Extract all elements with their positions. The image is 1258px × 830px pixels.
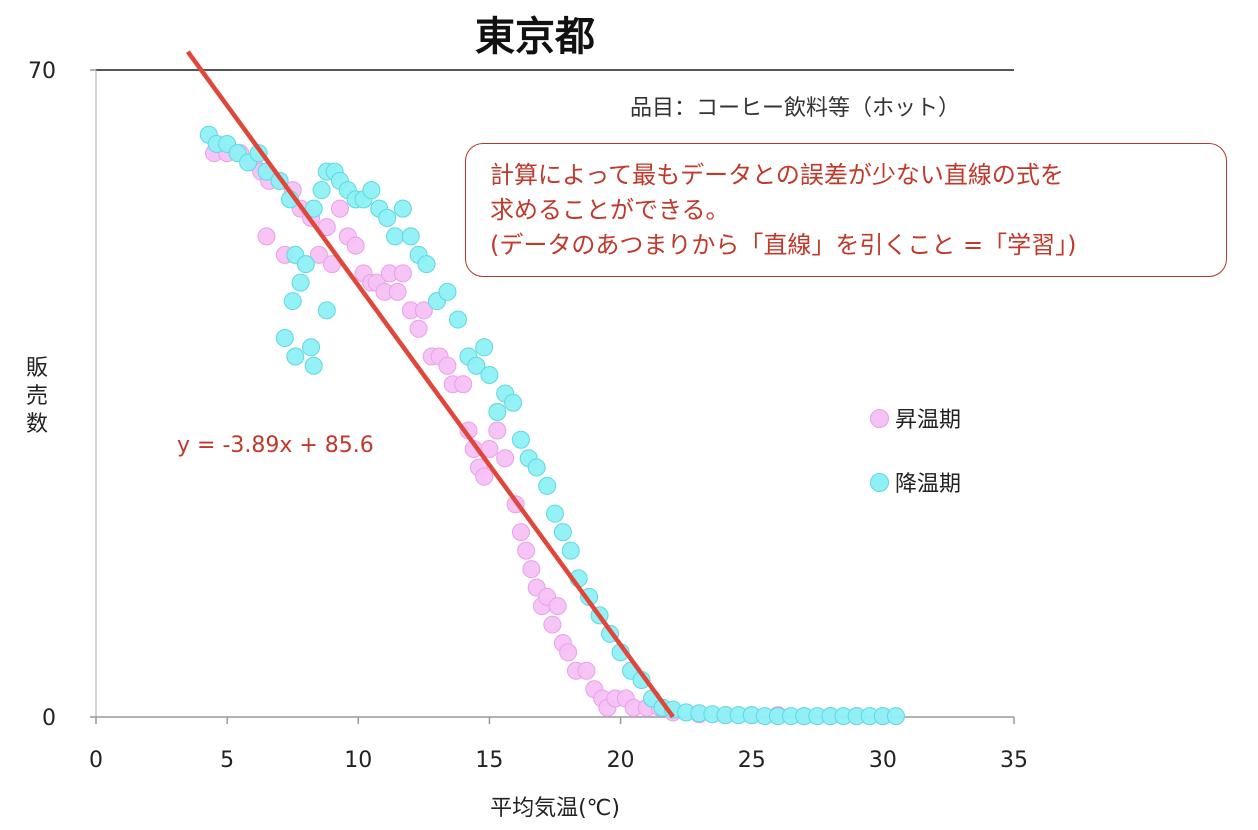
data-point-rising [393, 264, 412, 283]
data-point-falling [317, 301, 336, 320]
data-point-falling [480, 366, 499, 385]
data-point-falling [312, 181, 331, 200]
data-point-rising [511, 523, 530, 542]
regression-equation: y = -3.89x + 85.6 [177, 433, 374, 458]
annotation-line-3: (データのあつまりから「直線」を引くこと =「学習」) [490, 231, 1077, 259]
data-point-falling [304, 356, 323, 375]
data-point-rising [496, 449, 515, 468]
data-point-falling [283, 292, 302, 311]
annotation-line-2: 求めることができる。 [490, 196, 730, 224]
legend-marker-falling [870, 472, 889, 492]
data-point-falling [438, 282, 457, 301]
y-tick-label: 70 [28, 59, 56, 84]
data-point-falling [302, 338, 321, 357]
x-tick-label: 10 [344, 748, 372, 773]
data-point-rising [454, 375, 473, 394]
data-point-rising [346, 236, 365, 255]
data-point-falling [467, 356, 486, 375]
data-point-rising [522, 560, 541, 579]
chart-subtitle: 品目：コーヒー飲料等（ホット） [630, 96, 961, 121]
x-tick-label: 0 [89, 748, 103, 773]
x-tick-label: 30 [869, 748, 897, 773]
data-point-falling [286, 347, 305, 366]
annotation-box: 計算によって最もデータとの誤差が少ない直線の式を 求めることができる。 (データ… [465, 143, 1227, 277]
data-point-falling [304, 199, 323, 218]
chart-title: 東京都 [475, 14, 595, 60]
x-tick-label: 20 [607, 748, 635, 773]
legend-item-falling: 降温期 [870, 466, 961, 498]
annotation-line-1: 計算によって最もデータとの誤差が少ない直線の式を [490, 161, 1064, 189]
data-point-rising [488, 421, 507, 440]
data-point-falling [527, 458, 546, 477]
data-point-falling [275, 329, 294, 348]
data-point-falling [504, 393, 523, 412]
data-point-rising [475, 467, 494, 486]
data-point-falling [401, 227, 420, 246]
x-axis-label: 平均気温(℃) [490, 796, 620, 821]
legend-marker-rising [870, 408, 889, 428]
data-point-falling [291, 273, 310, 292]
legend-label-falling: 降温期 [895, 472, 962, 497]
data-point-rising [309, 245, 328, 264]
x-tick-label: 15 [475, 748, 503, 773]
legend-label-rising: 昇温期 [895, 408, 962, 433]
data-point-falling [386, 227, 405, 246]
x-tick-label: 35 [1000, 748, 1028, 773]
data-point-falling [393, 199, 412, 218]
data-point-rising [517, 541, 536, 560]
regression-line [185, 50, 675, 719]
data-point-rising [409, 319, 428, 338]
data-point-rising [438, 356, 457, 375]
legend-item-rising: 昇温期 [870, 402, 961, 434]
data-point-rising [559, 643, 578, 662]
data-point-rising [257, 227, 276, 246]
data-point-falling [378, 208, 397, 227]
data-point-falling [296, 255, 315, 274]
data-point-falling [417, 255, 436, 274]
data-point-falling [546, 504, 564, 523]
data-point-rising [480, 439, 499, 458]
data-point-falling [475, 338, 494, 357]
y-axis-label: 販売数 [25, 356, 48, 437]
data-point-rising [388, 282, 407, 301]
data-point-falling [511, 430, 530, 449]
data-point-falling [538, 476, 557, 495]
data-point-falling [886, 707, 905, 726]
data-point-rising [548, 597, 567, 616]
data-point-falling [362, 181, 381, 200]
data-point-rising [577, 661, 596, 680]
data-point-falling [488, 402, 507, 421]
data-point-rising [330, 199, 349, 218]
data-point-falling [561, 541, 580, 560]
data-point-rising [414, 301, 433, 320]
data-point-falling [448, 310, 467, 329]
x-tick-label: 5 [220, 748, 234, 773]
data-point-rising [543, 615, 562, 634]
data-point-falling [553, 523, 572, 542]
y-tick-label: 0 [42, 706, 56, 731]
x-tick-label: 25 [738, 748, 766, 773]
